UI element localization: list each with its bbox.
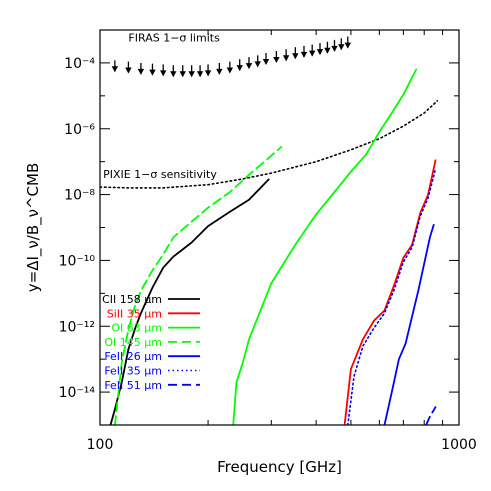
labels-layer: 100 1000 10⁻⁴ 10⁻⁶ 10⁻⁸ 10⁻¹⁰ 10⁻¹² 10⁻¹⁴ Freque… xyxy=(24,56,477,476)
legend-label: OI 145 μm xyxy=(104,336,162,349)
y-tick-label: 10⁻¹⁴ xyxy=(59,385,96,401)
firas-limit-marker xyxy=(216,62,223,75)
firas-limit-marker xyxy=(254,55,261,68)
legend-item-siii-35-m: SiII 35 μm xyxy=(107,307,200,320)
legend-item-feii-26-m: FeII 26 μm xyxy=(104,350,200,363)
firas-limit-marker xyxy=(282,49,290,62)
curves-layer xyxy=(100,68,439,425)
firas-limit-marker xyxy=(338,38,345,51)
series-line-siii-35-m xyxy=(343,159,437,425)
ticks-layer xyxy=(99,29,460,426)
legend-item-feii-51-m: FeII 51 μm xyxy=(104,379,200,392)
series-line-oi-145-m xyxy=(114,145,283,425)
y-tick-label: 10⁻⁸ xyxy=(64,188,95,204)
y-tick-label: 10⁻¹⁰ xyxy=(59,253,96,269)
annotation-pixie: PIXIE 1−σ sensitivity xyxy=(103,168,217,181)
x-axis-label: Frequency [GHz] xyxy=(217,458,342,476)
legend-item-oi-145-m: OI 145 μm xyxy=(104,336,200,349)
y-tick-label: 10⁻⁴ xyxy=(64,56,95,72)
series-line-cii-158-m xyxy=(109,178,270,425)
y-tick-label: 10⁻⁶ xyxy=(64,122,95,138)
firas-limit-marker xyxy=(204,64,212,77)
firas-limit-marker xyxy=(308,44,316,57)
firas-limit-marker xyxy=(125,61,132,74)
firas-limit-marker xyxy=(196,65,204,78)
y-tick-label: 10⁻¹² xyxy=(59,319,95,335)
legend-label: CII 158 μm xyxy=(102,293,162,306)
firas-limit-marker xyxy=(331,39,338,52)
firas-limit-marker xyxy=(137,62,145,75)
firas-limit-marker xyxy=(245,57,253,70)
x-tick-label: 100 xyxy=(87,437,114,453)
firas-limit-marker xyxy=(273,51,280,64)
firas-limit-marker xyxy=(160,64,167,77)
series-line-oi-63-m xyxy=(232,68,418,425)
x-tick-label: 1000 xyxy=(441,437,477,453)
legend-item-oi-63-m: OI 63 μm xyxy=(111,322,200,335)
firas-limit-marker xyxy=(179,65,186,78)
firas-limit-marker xyxy=(292,47,299,60)
firas-limit-marker xyxy=(344,36,351,49)
annotations: FIRAS 1−σ limits PIXIE 1−σ sensitivity xyxy=(103,31,220,181)
firas-limit-marker xyxy=(170,65,177,78)
series-line-feii-26-m xyxy=(383,223,435,425)
series-line-feii-35-m xyxy=(346,168,437,425)
legend-item-feii-35-m: FeII 35 μm xyxy=(104,365,200,378)
series-line-pixie-1-sensitivity-curve xyxy=(100,100,439,189)
firas-limit-marker xyxy=(300,45,308,58)
legend-label: FeII 26 μm xyxy=(104,350,162,363)
firas-limit-marker xyxy=(316,43,324,56)
firas-limit-marker xyxy=(324,41,331,54)
legend-label: SiII 35 μm xyxy=(107,307,162,320)
annotation-firas: FIRAS 1−σ limits xyxy=(128,31,220,44)
firas-limits-layer xyxy=(111,36,351,78)
firas-limit-marker xyxy=(111,60,119,73)
legend-item-cii-158-m: CII 158 μm xyxy=(102,293,200,306)
legend-label: FeII 35 μm xyxy=(104,365,162,378)
firas-limit-marker xyxy=(226,61,234,74)
firas-limit-marker xyxy=(262,53,270,66)
legend-label: OI 63 μm xyxy=(111,322,162,335)
legend-label: FeII 51 μm xyxy=(104,379,162,392)
y-axis-label: y=ΔI_ν/B_ν^CMB xyxy=(24,163,43,293)
firas-limit-marker xyxy=(149,63,156,76)
series-line-feii-51-m xyxy=(425,406,437,425)
firas-limit-marker xyxy=(188,65,195,78)
firas-limit-marker xyxy=(236,59,243,72)
